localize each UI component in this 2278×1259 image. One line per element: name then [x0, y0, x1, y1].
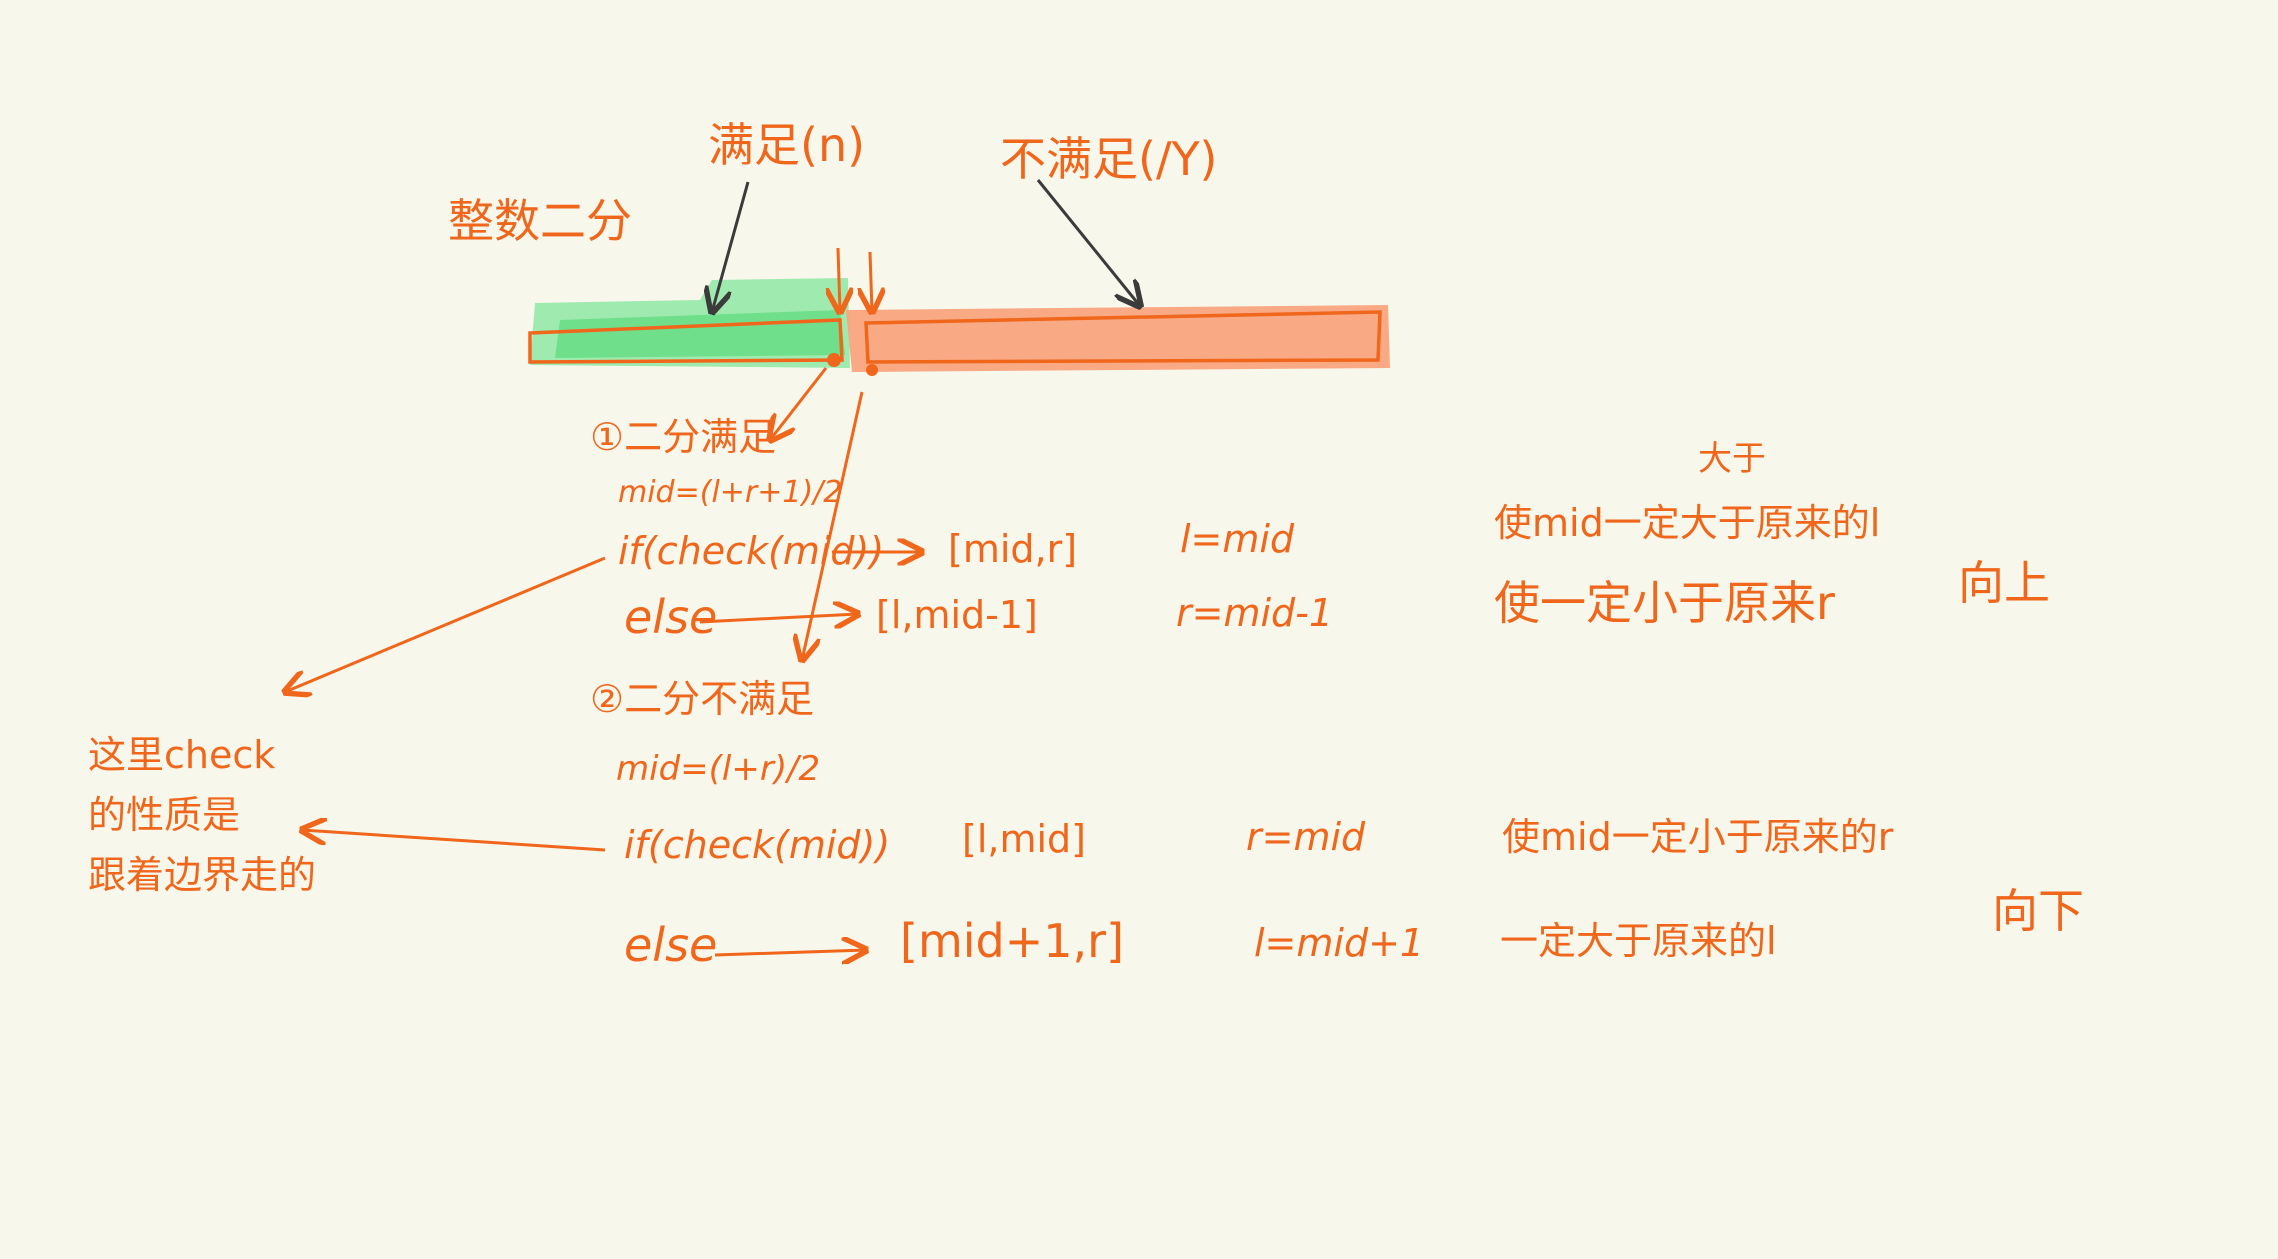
- satisfied-label: 满足(n): [708, 118, 866, 172]
- case1-else-note: 使一定小于原来r: [1494, 576, 1835, 630]
- boundary-arrow-right: [870, 251, 872, 312]
- left-note-line1: 这里check: [88, 733, 276, 777]
- case2-if-interval: [l,mid]: [962, 817, 1086, 861]
- case2-mid-formula: mid=(l+r)/2: [616, 749, 821, 789]
- case1-else-assign: r=mid-1: [1176, 591, 1334, 635]
- arrow-case2-else: [714, 950, 866, 955]
- case2-else-interval: [mid+1,r]: [900, 914, 1125, 968]
- number-line-bar: [528, 310, 1382, 364]
- case2-else-assign: l=mid+1: [1254, 921, 1425, 965]
- case2-if-note: 使mid一定小于原来的r: [1502, 815, 1894, 859]
- boundary-arrow-left: [838, 247, 840, 312]
- case1-heading: ①二分满足: [590, 415, 777, 459]
- arrow-case1-to-note: [285, 556, 606, 692]
- case2-if-assign: r=mid: [1246, 815, 1366, 859]
- arrow-to-case2: [802, 391, 864, 660]
- case1-else-interval: [l,mid-1]: [876, 593, 1038, 637]
- case2-side-note: 向下: [1992, 884, 2084, 938]
- case2-if-line: if(check(mid)): [624, 823, 891, 867]
- case1-if-assign: l=mid: [1180, 517, 1295, 561]
- arrow-to-case1: [770, 367, 828, 440]
- arrow-case1-else: [699, 614, 858, 622]
- case1-if-interval: [mid,r]: [948, 527, 1078, 571]
- arrow-case2-to-note: [302, 830, 606, 852]
- title-label: 整数二分: [448, 194, 632, 248]
- unsatisfied-label: 不满足(/Y): [1000, 132, 1218, 186]
- case1-if-note: 使mid一定大于原来的l: [1494, 501, 1881, 545]
- case1-else-line: else: [624, 590, 718, 644]
- arrow-unsatisfied-label: [1036, 179, 1140, 306]
- case1-if-line: if(check(mid)): [618, 529, 885, 573]
- case2-heading: ②二分不满足: [590, 677, 815, 721]
- case2-else-note: 一定大于原来的l: [1500, 919, 1777, 963]
- left-note-line3: 跟着边界走的: [88, 853, 317, 897]
- case1-above-note: 大于: [1698, 439, 1766, 479]
- case1-mid-formula: mid=(l+r+1)/2: [618, 475, 843, 510]
- boundary-dot-left: [827, 353, 841, 367]
- left-note-line2: 的性质是: [88, 793, 241, 837]
- case2-else-line: else: [624, 918, 718, 972]
- case1-side-note: 向上: [1958, 556, 2050, 610]
- arrow-satisfied-label: [712, 181, 750, 312]
- boundary-dot-right: [866, 364, 878, 376]
